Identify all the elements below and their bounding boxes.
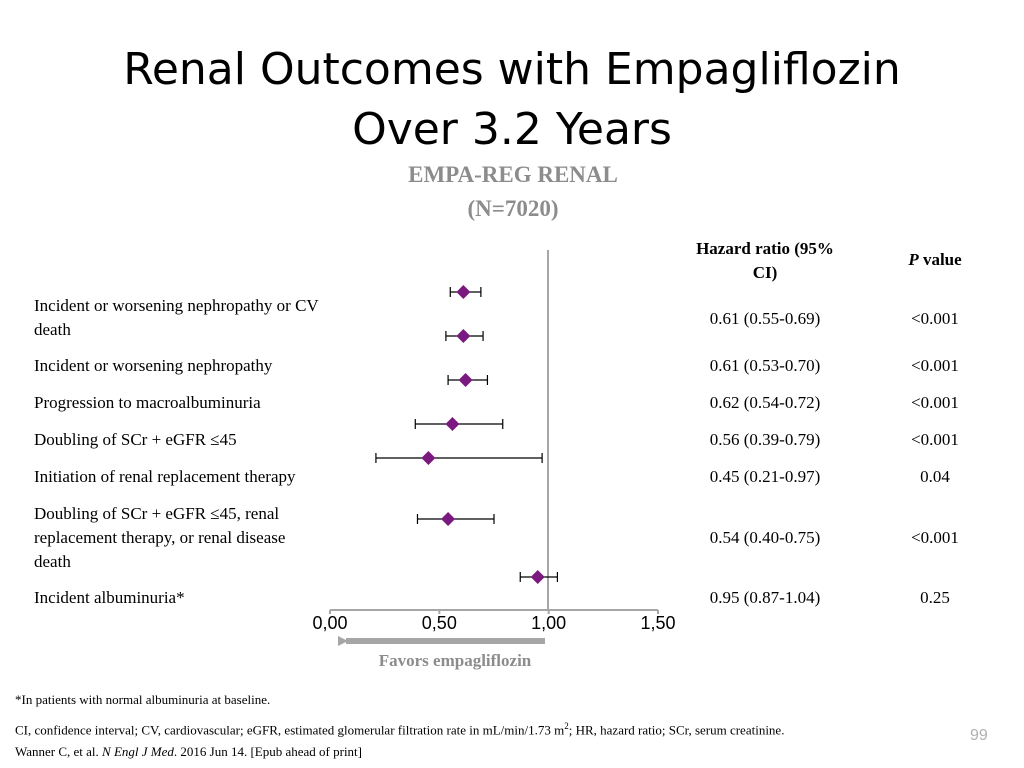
- row-label-6: Doubling of SCr + eGFR ≤45, renal replac…: [34, 502, 379, 574]
- hr-value-1: 0.61 (0.55-0.69): [709, 309, 821, 328]
- row-label-7: Incident albuminuria*: [34, 586, 379, 610]
- row-6-line-3: death: [34, 552, 71, 571]
- subtitle-line-2: (N=7020): [467, 196, 559, 221]
- p-value-7: 0.25: [920, 588, 950, 607]
- x-tick-label: 1,00: [531, 613, 566, 633]
- p-column-header: P value: [880, 248, 990, 272]
- footnote-2: CI, confidence interval; CV, cardiovascu…: [15, 717, 784, 739]
- hr-marker-6: [416, 512, 495, 526]
- hr-marker-7: [519, 570, 559, 584]
- row-label-2: Incident or worsening nephropathy: [34, 354, 379, 378]
- row-7-line-1: Incident albuminuria*: [34, 588, 185, 607]
- p-value-1: <0.001: [911, 309, 959, 328]
- footnote-2-text-end: ; HR, hazard ratio; SCr, serum creatinin…: [568, 722, 785, 738]
- row-2-line-1: Incident or worsening nephropathy: [34, 356, 273, 375]
- title-line-1: Renal Outcomes with Empagliflozin: [123, 44, 901, 95]
- footnote-3-details: . 2016 Jun 14. [Epub ahead of print]: [173, 744, 362, 759]
- hr-header-line-2: CI): [752, 263, 778, 282]
- row-label-3: Progression to macroalbuminuria: [34, 391, 379, 415]
- row-4-line-1: Doubling of SCr + eGFR ≤45: [34, 430, 237, 449]
- hr-value-2: 0.61 (0.53-0.70): [709, 356, 821, 375]
- p-value-3: <0.001: [911, 393, 959, 412]
- footnote-2-text: CI, confidence interval; CV, cardiovascu…: [15, 722, 565, 738]
- hr-diamond: [456, 285, 471, 299]
- x-tick-label: 0,50: [422, 613, 457, 633]
- hr-value-5: 0.45 (0.21-0.97): [709, 467, 821, 486]
- x-tick-label: 0,00: [312, 613, 347, 633]
- x-axis-ticks: 0,00 0,50 1,00 1,50: [312, 610, 676, 633]
- row-1-line-1: Incident or worsening nephropathy or CV: [34, 296, 319, 315]
- hr-value-3: 0.62 (0.54-0.72): [709, 393, 821, 412]
- row-label-4: Doubling of SCr + eGFR ≤45: [34, 428, 379, 452]
- hr-diamond: [456, 329, 471, 343]
- row-5-line-1: Initiation of renal replacement therapy: [34, 467, 296, 486]
- hr-diamond: [445, 417, 460, 431]
- hr-diamond: [458, 373, 473, 387]
- p-header-italic: P: [908, 250, 919, 269]
- hr-diamond: [441, 512, 456, 526]
- p-value-5: 0.04: [920, 467, 950, 486]
- row-label-5: Initiation of renal replacement therapy: [34, 465, 379, 489]
- p-value-6: <0.001: [911, 528, 959, 547]
- title-line-2: Over 3.2 Years: [352, 104, 672, 155]
- p-value-4: <0.001: [911, 430, 959, 449]
- hr-header-line-1: Hazard ratio (95%: [696, 239, 834, 258]
- hr-diamond: [421, 451, 436, 465]
- x-tick-label: 1,50: [640, 613, 675, 633]
- row-1-line-2: death: [34, 320, 71, 339]
- hr-marker-4: [414, 417, 504, 431]
- p-value-2: <0.001: [911, 356, 959, 375]
- favors-empagliflozin-label: Favors empagliflozin: [379, 651, 532, 670]
- footnote-1: *In patients with normal albuminuria at …: [15, 692, 271, 707]
- row-6-line-2: replacement therapy, or renal disease: [34, 528, 286, 547]
- hr-column-header: Hazard ratio (95% CI): [675, 237, 855, 285]
- hr-marker-5: [375, 451, 543, 465]
- p-header-rest: value: [918, 250, 962, 269]
- hr-marker-3: [447, 373, 489, 387]
- row-6-line-1: Doubling of SCr + eGFR ≤45, renal: [34, 504, 280, 523]
- hr-marker-2: [445, 329, 484, 343]
- row-label-1: Incident or worsening nephropathy or CV …: [34, 294, 379, 342]
- footnote-3: Wanner C, et al. N Engl J Med. 2016 Jun …: [15, 743, 362, 761]
- slide-title: Renal Outcomes with Empagliflozin Over 3…: [0, 40, 1024, 160]
- footnote-2-sup: 2: [564, 721, 569, 731]
- hr-value-6: 0.54 (0.40-0.75): [709, 528, 821, 547]
- page-number: 99: [970, 727, 988, 744]
- footnote-3-journal: N Engl J Med: [102, 744, 174, 759]
- hr-value-7: 0.95 (0.87-1.04): [709, 588, 821, 607]
- hr-marker-1: [449, 285, 482, 299]
- hr-diamond: [530, 570, 545, 584]
- row-3-line-1: Progression to macroalbuminuria: [34, 393, 261, 412]
- subtitle-line-1: EMPA-REG RENAL: [408, 162, 618, 187]
- hr-value-4: 0.56 (0.39-0.79): [709, 430, 821, 449]
- study-subtitle: EMPA-REG RENAL (N=7020): [338, 158, 688, 226]
- hr-markers: [375, 285, 559, 584]
- footnote-3-authors: Wanner C, et al.: [15, 744, 103, 759]
